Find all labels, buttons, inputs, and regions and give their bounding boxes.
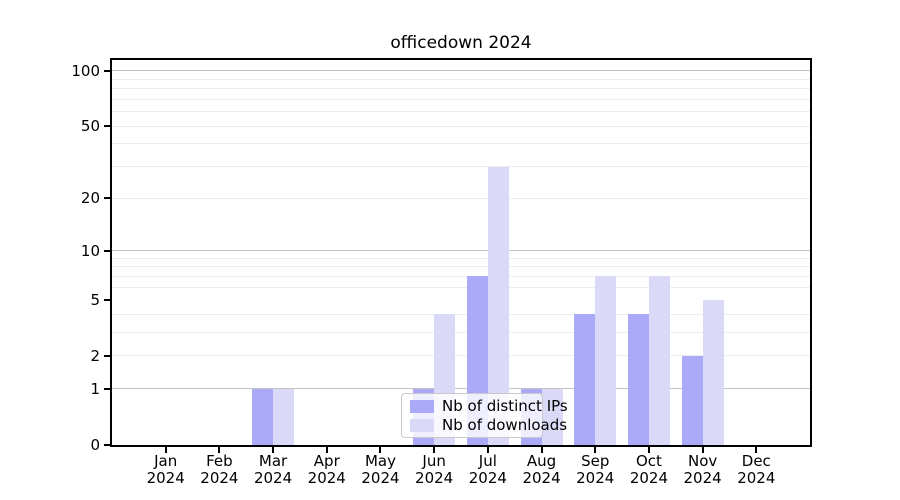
y-tick-label: 5 <box>90 290 100 309</box>
gridline-minor <box>112 355 810 357</box>
gridline-minor <box>112 275 810 277</box>
bar-distinct-ips-mar <box>252 388 274 445</box>
x-tick-label: Jan 2024 <box>146 452 185 487</box>
legend-swatch-downloads-icon <box>410 418 434 432</box>
bar-distinct-ips-sep <box>574 314 596 445</box>
x-tick-mark <box>647 447 650 453</box>
bar-downloads-nov <box>702 299 724 445</box>
x-tick-label: Feb 2024 <box>200 452 239 487</box>
plot-area <box>110 58 812 447</box>
y-tick-mark <box>104 69 110 72</box>
x-tick-label: May 2024 <box>361 452 400 487</box>
y-tick-mark <box>104 298 110 301</box>
x-tick-mark <box>701 447 704 453</box>
bar-downloads-jul <box>487 166 509 445</box>
gridline-major <box>112 250 810 252</box>
bar-downloads-oct <box>648 276 670 445</box>
y-tick-mark <box>104 354 110 357</box>
x-tick-label: Dec 2024 <box>737 452 776 487</box>
chart-title: officedown 2024 <box>390 33 532 53</box>
y-tick-label: 50 <box>80 117 100 136</box>
gridline-minor <box>112 143 810 145</box>
gridline-major <box>112 388 810 390</box>
gridline-minor <box>112 111 810 113</box>
y-tick-label: 20 <box>80 189 100 208</box>
x-tick-label: Jun 2024 <box>415 452 454 487</box>
y-tick-label: 2 <box>90 346 100 365</box>
bar-distinct-ips-oct <box>627 314 649 445</box>
gridline-minor <box>112 286 810 288</box>
x-tick-label: Jul 2024 <box>468 452 507 487</box>
y-tick-mark <box>104 197 110 200</box>
bar-distinct-ips-nov <box>681 355 703 445</box>
y-tick-label: 1 <box>90 379 100 398</box>
gridline-minor <box>112 166 810 167</box>
x-tick-label: Aug 2024 <box>522 452 561 487</box>
y-tick-label: 100 <box>71 61 100 80</box>
x-tick-mark <box>164 447 167 453</box>
x-tick-mark <box>379 447 382 453</box>
x-tick-mark <box>218 447 221 453</box>
gridline-minor <box>112 266 810 268</box>
x-tick-label: Nov 2024 <box>683 452 722 487</box>
x-tick-mark <box>755 447 758 453</box>
y-tick-mark <box>104 444 110 446</box>
bar-downloads-sep <box>595 276 617 445</box>
bar-downloads-mar <box>273 388 295 445</box>
legend-item-downloads: Nb of downloads <box>410 416 567 434</box>
y-tick-label: 10 <box>80 241 100 260</box>
gridline-minor <box>112 257 810 259</box>
gridline-minor <box>112 78 810 80</box>
legend-label-distinct-ips: Nb of distinct IPs <box>442 397 568 415</box>
gridline-minor <box>112 313 810 315</box>
gridline-minor <box>112 88 810 90</box>
x-tick-label: Oct 2024 <box>629 452 669 487</box>
gridline-minor <box>112 332 810 334</box>
legend-item-distinct-ips: Nb of distinct IPs <box>410 397 568 415</box>
gridline-minor <box>112 98 810 100</box>
y-tick-label: 0 <box>90 436 100 454</box>
x-tick-mark <box>486 447 489 453</box>
bar-downloads-aug <box>541 388 563 445</box>
x-tick-mark <box>272 447 275 453</box>
x-tick-label: Apr 2024 <box>307 452 346 487</box>
gridline-major <box>112 70 810 72</box>
legend: Nb of distinct IPs Nb of downloads <box>401 393 568 438</box>
gridline-minor <box>112 197 810 199</box>
x-tick-label: Mar 2024 <box>253 452 293 487</box>
y-tick-mark <box>104 387 110 390</box>
x-tick-mark <box>540 447 543 453</box>
x-tick-mark <box>325 447 328 453</box>
x-tick-label: Sep 2024 <box>576 452 615 487</box>
x-tick-mark <box>433 447 436 453</box>
y-tick-mark <box>104 249 110 252</box>
legend-swatch-distinct-ips-icon <box>410 399 434 413</box>
y-tick-mark <box>104 125 110 128</box>
gridline-minor <box>112 125 810 127</box>
x-tick-mark <box>594 447 597 453</box>
legend-label-downloads: Nb of downloads <box>442 416 568 434</box>
